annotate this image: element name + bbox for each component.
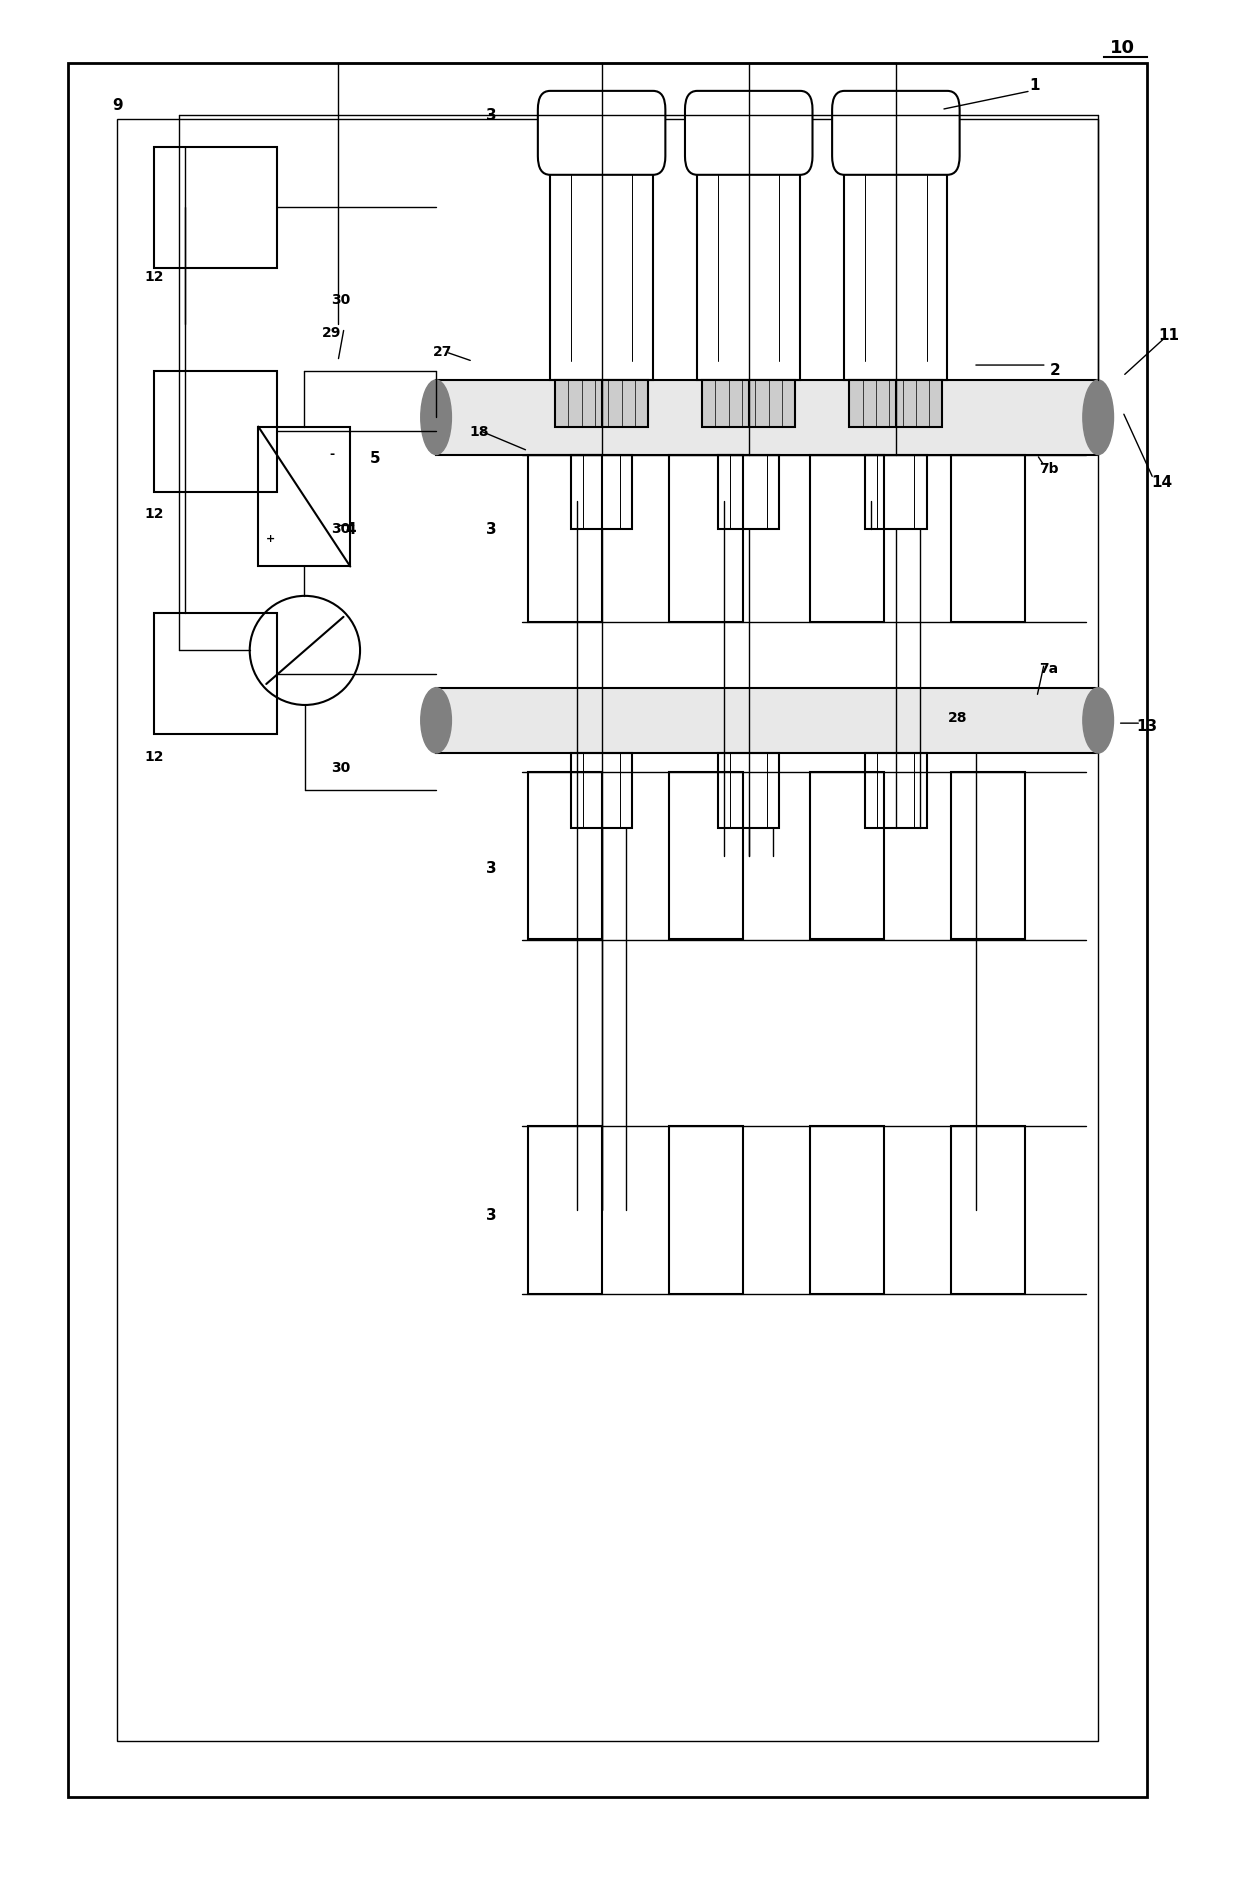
Ellipse shape: [1083, 380, 1114, 455]
Text: 18: 18: [469, 425, 489, 440]
FancyBboxPatch shape: [832, 90, 960, 175]
Bar: [951, 1126, 1024, 1295]
Bar: [697, 156, 800, 380]
Bar: [951, 772, 1024, 940]
Bar: [528, 1126, 601, 1295]
Text: 29: 29: [322, 327, 341, 340]
Ellipse shape: [249, 596, 360, 705]
Text: 30: 30: [331, 522, 350, 536]
Text: 3: 3: [486, 1208, 496, 1223]
Text: 7b: 7b: [1039, 462, 1059, 477]
Text: 13: 13: [1137, 720, 1158, 735]
Bar: [702, 380, 795, 427]
Text: +: +: [265, 534, 275, 543]
Text: 12: 12: [144, 271, 164, 284]
Bar: [951, 455, 1024, 622]
Ellipse shape: [420, 688, 451, 753]
Text: 5: 5: [370, 451, 381, 466]
Bar: [258, 427, 350, 566]
Bar: [68, 62, 1147, 1798]
Ellipse shape: [420, 380, 451, 455]
Bar: [866, 753, 926, 827]
Text: 12: 12: [144, 507, 164, 520]
FancyBboxPatch shape: [538, 90, 666, 175]
Text: 11: 11: [1159, 327, 1179, 342]
Text: 1: 1: [1029, 77, 1039, 92]
Bar: [154, 370, 277, 492]
Text: 14: 14: [1152, 475, 1173, 490]
Bar: [570, 455, 632, 530]
Bar: [670, 772, 743, 940]
Bar: [118, 118, 1099, 1742]
Text: 2: 2: [1050, 363, 1060, 378]
Text: -: -: [330, 447, 335, 460]
Text: 3: 3: [486, 107, 496, 122]
Bar: [551, 156, 653, 380]
Bar: [556, 380, 649, 427]
Text: 7a: 7a: [1039, 661, 1059, 676]
Text: 30: 30: [331, 761, 350, 774]
Text: 27: 27: [433, 346, 451, 359]
Bar: [670, 455, 743, 622]
Text: 3: 3: [486, 861, 496, 876]
Text: 3: 3: [486, 522, 496, 537]
Text: 9: 9: [112, 98, 123, 113]
Bar: [570, 753, 632, 827]
Text: 4: 4: [345, 522, 356, 537]
Bar: [154, 147, 277, 269]
Text: 30: 30: [331, 293, 350, 306]
Bar: [810, 1126, 884, 1295]
Text: 12: 12: [144, 750, 164, 763]
Text: 10: 10: [1110, 39, 1135, 56]
Bar: [154, 613, 277, 735]
Bar: [844, 156, 947, 380]
Bar: [670, 1126, 743, 1295]
FancyBboxPatch shape: [684, 90, 812, 175]
Bar: [528, 455, 601, 622]
Bar: [849, 380, 942, 427]
Ellipse shape: [1083, 688, 1114, 753]
Bar: [528, 772, 601, 940]
Bar: [718, 753, 780, 827]
Bar: [810, 455, 884, 622]
Bar: [718, 455, 780, 530]
Bar: [866, 455, 926, 530]
Bar: [810, 772, 884, 940]
Bar: [436, 688, 1099, 753]
Text: 28: 28: [947, 710, 967, 725]
Bar: [436, 380, 1099, 455]
